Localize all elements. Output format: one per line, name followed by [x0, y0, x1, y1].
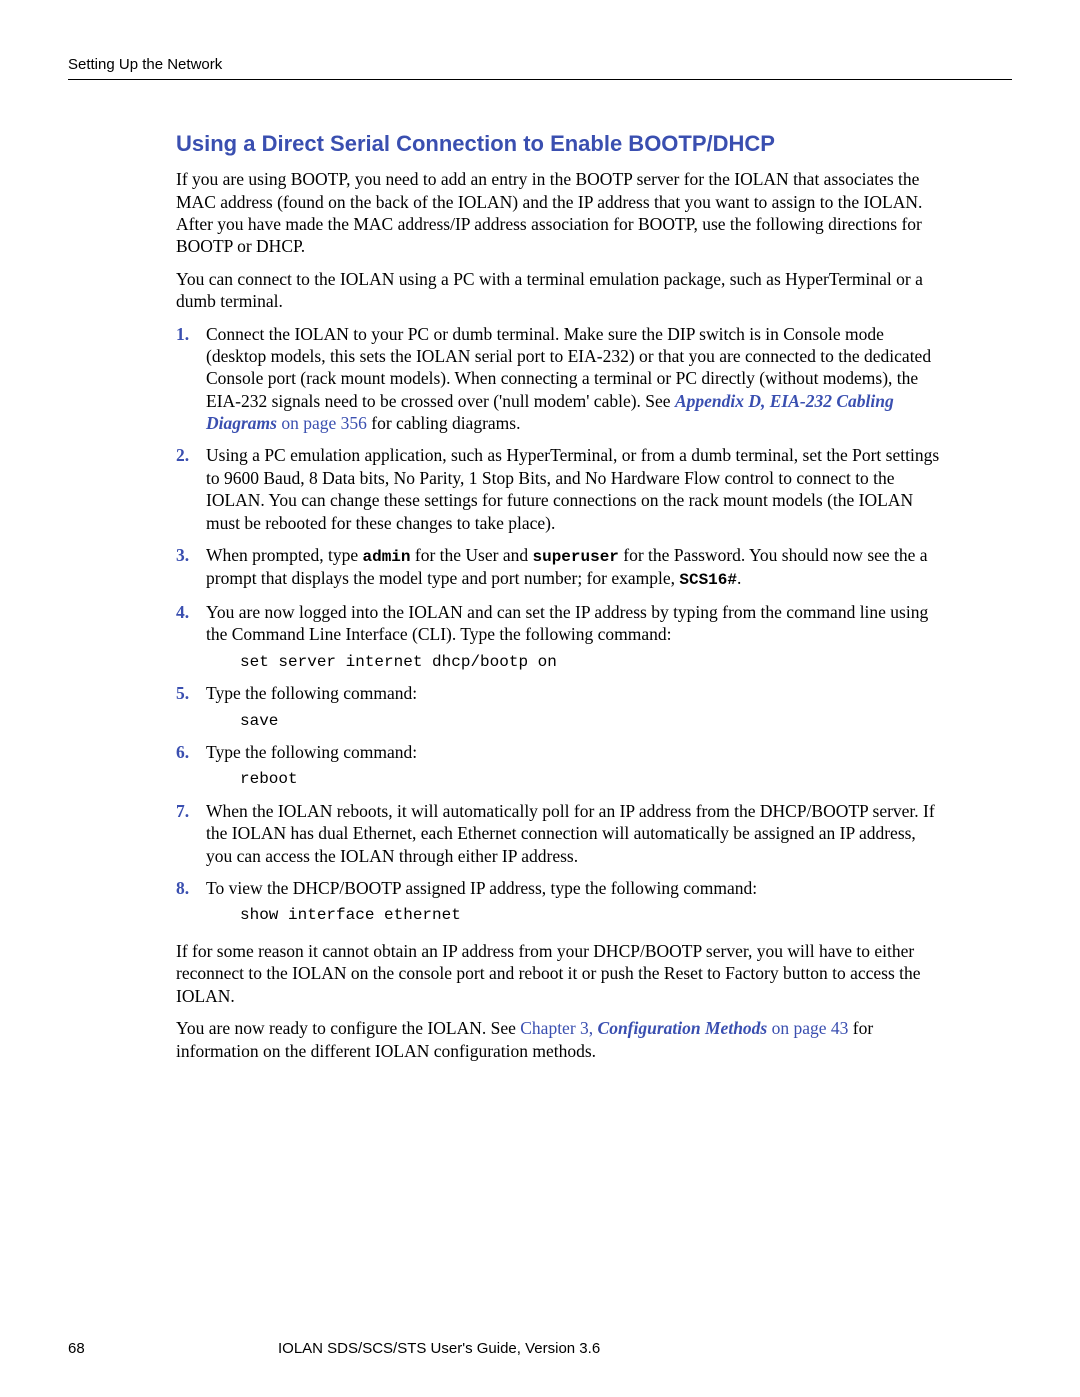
configuration-methods-link[interactable]: Configuration Methods: [598, 1018, 768, 1038]
chapter-3-link[interactable]: Chapter 3: [520, 1018, 589, 1038]
step-8-code: show interface ethernet: [240, 905, 946, 925]
step-8-text: To view the DHCP/BOOTP assigned IP addre…: [206, 878, 757, 898]
step-6-text: Type the following command:: [206, 742, 417, 762]
prompt-literal: SCS16#: [679, 571, 737, 589]
document-page: Setting Up the Network Using a Direct Se…: [0, 0, 1080, 1397]
closing-paragraph-1: If for some reason it cannot obtain an I…: [176, 940, 946, 1007]
step-4-code: set server internet dhcp/bootp on: [240, 652, 946, 672]
step-4: You are now logged into the IOLAN and ca…: [176, 601, 946, 672]
header-rule: [68, 79, 1012, 80]
step-8: To view the DHCP/BOOTP assigned IP addre…: [176, 877, 946, 926]
section-title: Using a Direct Serial Connection to Enab…: [176, 130, 946, 158]
intro-paragraph-1: If you are using BOOTP, you need to add …: [176, 168, 946, 258]
step-3-t2: for the User and: [411, 545, 533, 565]
admin-literal: admin: [362, 548, 410, 566]
appendix-d-page-link[interactable]: on page 356: [277, 413, 367, 433]
running-header: Setting Up the Network: [68, 56, 1012, 73]
superuser-literal: superuser: [532, 548, 618, 566]
intro-paragraph-2: You can connect to the IOLAN using a PC …: [176, 268, 946, 313]
page-number: 68: [68, 1340, 278, 1357]
configuration-methods-page-link[interactable]: on page 43: [767, 1018, 848, 1038]
closing2-t1: You are now ready to configure the IOLAN…: [176, 1018, 520, 1038]
guide-title: IOLAN SDS/SCS/STS User's Guide, Version …: [278, 1340, 1012, 1357]
step-6: Type the following command: reboot: [176, 741, 946, 790]
step-5: Type the following command: save: [176, 682, 946, 731]
steps-list: Connect the IOLAN to your PC or dumb ter…: [176, 323, 946, 926]
step-4-text: You are now logged into the IOLAN and ca…: [206, 602, 928, 644]
step-2: Using a PC emulation application, such a…: [176, 444, 946, 534]
step-7: When the IOLAN reboots, it will automati…: [176, 800, 946, 867]
closing2-sep: ,: [589, 1018, 598, 1038]
page-content: Using a Direct Serial Connection to Enab…: [176, 130, 946, 1062]
step-3-t1: When prompted, type: [206, 545, 362, 565]
step-6-code: reboot: [240, 769, 946, 789]
step-3-t4: .: [737, 568, 741, 588]
closing-paragraph-2: You are now ready to configure the IOLAN…: [176, 1017, 946, 1062]
step-1-text-after: for cabling diagrams.: [367, 413, 521, 433]
step-3: When prompted, type admin for the User a…: [176, 544, 946, 591]
page-footer: 68 IOLAN SDS/SCS/STS User's Guide, Versi…: [68, 1340, 1012, 1357]
step-5-text: Type the following command:: [206, 683, 417, 703]
step-1: Connect the IOLAN to your PC or dumb ter…: [176, 323, 946, 435]
step-5-code: save: [240, 711, 946, 731]
